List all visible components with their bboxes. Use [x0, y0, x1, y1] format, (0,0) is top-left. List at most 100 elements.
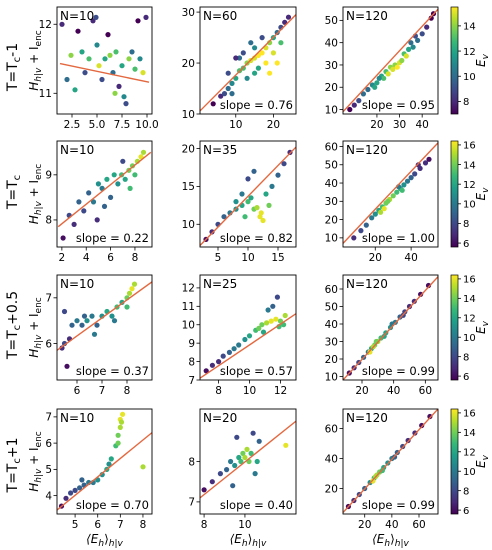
data-point — [240, 450, 246, 456]
data-point — [285, 14, 292, 20]
x-tick-label: 6 — [74, 385, 81, 397]
slope-label: slope = 0.95 — [362, 98, 435, 112]
y-tick-label: 7 — [188, 497, 195, 509]
data-point — [107, 52, 113, 58]
slope-label: slope = 0.57 — [220, 364, 293, 378]
y-tick-label: 30 — [325, 336, 338, 348]
axes-frame — [342, 408, 439, 515]
x-axis-label-0: ⟨Eh⟩h|v — [86, 532, 123, 549]
x-tick-label: 5 — [72, 519, 79, 531]
data-point — [278, 40, 284, 46]
axes-frame — [342, 140, 439, 248]
data-point — [239, 191, 245, 197]
data-point — [129, 163, 136, 169]
slope-label: slope = 0.70 — [76, 498, 149, 512]
fit-line — [343, 409, 438, 513]
row-label-0: T=Tc-1 — [5, 43, 23, 92]
y-tick-label: 40 — [325, 37, 338, 49]
x-tick-label: 2.5 — [64, 119, 81, 131]
data-point — [225, 70, 231, 76]
data-point — [236, 342, 242, 348]
data-point — [274, 60, 280, 66]
data-point — [226, 349, 232, 355]
points-group — [60, 149, 147, 241]
data-point — [90, 18, 96, 24]
data-point — [275, 172, 281, 178]
axes-frame — [199, 6, 297, 115]
data-point — [363, 222, 369, 228]
y-tick-label: 20 — [325, 214, 338, 226]
x-tick-label: 12 — [274, 385, 287, 397]
data-point — [273, 316, 279, 322]
data-point — [236, 454, 242, 461]
data-point — [381, 206, 387, 212]
slope-label: slope = 0.82 — [220, 231, 293, 245]
n-label: N=10 — [60, 277, 94, 291]
data-point — [394, 64, 400, 70]
data-point — [135, 18, 141, 24]
data-point — [84, 318, 90, 324]
data-point — [269, 183, 275, 189]
data-point — [99, 76, 105, 83]
y-tick-label: 20 — [325, 354, 338, 366]
data-point — [76, 199, 82, 205]
data-point — [358, 228, 364, 234]
data-point — [111, 172, 117, 178]
data-point — [68, 490, 74, 496]
x-tick-label: 8 — [124, 385, 131, 397]
n-label: N=120 — [346, 411, 388, 425]
x-tick-label: 5 — [215, 252, 222, 264]
data-point — [111, 318, 118, 324]
colorbar-gradient — [450, 408, 459, 515]
slope-label: slope = 0.22 — [76, 231, 149, 245]
data-point — [119, 63, 125, 69]
colorbar-tick-label: 10 — [463, 333, 476, 344]
data-point — [220, 353, 226, 359]
points-group — [203, 149, 293, 242]
points-group — [203, 294, 288, 374]
axes-frame — [56, 408, 153, 515]
data-point — [252, 70, 258, 76]
scatter-panel-1-2: 20 40 10 20 30 40 50 60 N=120 slope = 1.00 — [325, 140, 439, 264]
data-point — [282, 312, 288, 319]
data-point — [234, 434, 240, 440]
y-tick-label: 15 — [182, 181, 195, 193]
y-tick-label: 6 — [45, 438, 52, 450]
data-point — [270, 50, 276, 56]
data-point — [138, 154, 144, 160]
data-point — [82, 70, 88, 76]
y-tick-label: 20 — [182, 58, 195, 70]
y-tick-label: 7 — [45, 293, 52, 305]
data-point — [221, 91, 228, 97]
data-point — [122, 176, 128, 182]
y-tick-label: 30 — [325, 196, 338, 208]
y-axis-label-1: Hh|v + Ienc — [27, 164, 44, 225]
data-point — [347, 106, 353, 113]
data-point — [418, 291, 424, 297]
colorbar-label: Ev — [474, 320, 491, 334]
x-tick-label: 10 — [243, 385, 256, 397]
data-point — [376, 75, 382, 81]
data-point — [69, 322, 75, 328]
colorbar-tick-label: 12 — [463, 314, 476, 325]
data-point — [113, 49, 119, 55]
data-point — [232, 462, 238, 469]
data-point — [406, 303, 413, 310]
fit-line — [59, 62, 150, 83]
scatter-panel-3-0: 5 6 7 8 4 5 6 7 N=10 slope = 0.70 — [45, 408, 153, 531]
y-tick-label: 8 — [188, 456, 195, 468]
colorbar-tick-label: 8 — [463, 486, 469, 497]
data-point — [79, 477, 85, 483]
colorbars: 8 10 12 14 Ev 6 8 10 12 14 16 Ev 6 8 10 12 14 16 Ev 6 8 10 12 1… — [450, 6, 491, 517]
data-point — [281, 161, 287, 167]
colorbar-tick-label: 8 — [463, 97, 469, 108]
data-point — [419, 31, 425, 37]
row-label-1: T=Tc — [5, 175, 23, 210]
scatter-panel-0-2: 20 30 40 10 20 30 40 50 N=120 slope = 0.95 — [325, 6, 439, 131]
axes-frame — [342, 6, 439, 115]
points-group — [201, 430, 289, 493]
n-label: N=120 — [346, 143, 388, 157]
row-label-3: T=Tc+1 — [5, 438, 23, 494]
data-point — [390, 193, 396, 199]
colorbar-tick-label: 16 — [463, 275, 476, 286]
